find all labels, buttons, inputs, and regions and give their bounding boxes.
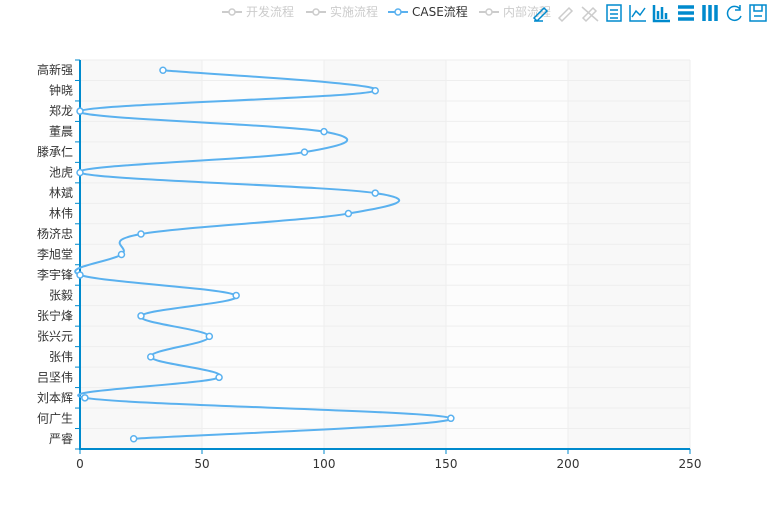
data-point[interactable]	[81, 394, 89, 402]
legend-label: CASE流程	[412, 4, 468, 19]
data-point[interactable]	[344, 209, 353, 218]
legend-label: 内部流程	[503, 4, 551, 19]
x-tick-label: 150	[435, 457, 458, 471]
legend-point-symbol	[394, 8, 402, 16]
split-area	[202, 60, 324, 449]
y-tick-label: 严睿	[49, 431, 73, 446]
y-tick-label: 杨济忠	[37, 226, 73, 241]
y-tick-label: 刘本辉	[37, 391, 73, 405]
legend-point-symbol	[312, 8, 320, 16]
y-tick-label: 李旭堂	[37, 247, 73, 262]
stack-icon-shape	[678, 5, 694, 21]
y-tick-label: 张伟	[49, 350, 73, 364]
y-tick-label: 李宇锋	[37, 267, 73, 282]
tiled-icon-shape	[702, 5, 718, 21]
y-tick-label: 林伟	[49, 207, 73, 221]
series-group	[74, 66, 455, 443]
data-point[interactable]	[76, 271, 84, 279]
data-point[interactable]	[320, 127, 328, 136]
data-point[interactable]	[215, 373, 223, 382]
mark-icon[interactable]	[532, 6, 549, 23]
tiled-icon[interactable]	[702, 5, 718, 21]
mark-clear-icon[interactable]	[581, 6, 599, 23]
y-tick-label: 董晨	[49, 125, 73, 139]
data-point[interactable]	[137, 230, 145, 238]
legend-label: 开发流程	[246, 4, 294, 19]
legend-item[interactable]: 开发流程	[222, 4, 294, 19]
legend-point-symbol	[228, 8, 236, 16]
save-image-icon-frame	[749, 4, 767, 22]
split-areas	[80, 60, 690, 449]
y-tick-label: 林斌	[49, 186, 73, 200]
data-view-icon-lines	[610, 9, 618, 19]
data-view-icon[interactable]	[606, 4, 622, 22]
data-point[interactable]	[129, 435, 138, 443]
save-image-icon[interactable]	[749, 4, 767, 22]
line-chart-icon-shape	[629, 5, 646, 22]
x-tick-label: 200	[557, 457, 580, 471]
data-point[interactable]	[371, 86, 379, 95]
data-point[interactable]	[205, 332, 214, 341]
series-line	[74, 69, 452, 440]
y-tick-label: 张兴元	[37, 329, 73, 343]
x-tick-label: 0	[76, 457, 84, 471]
y-tick-label: 吕坚伟	[37, 370, 73, 384]
data-point[interactable]	[117, 250, 126, 259]
y-tick-label: 滕承仁	[37, 144, 73, 159]
y-tick-label: 池虎	[49, 166, 73, 180]
save-image-icon-detail	[753, 5, 763, 17]
stack-icon[interactable]	[678, 5, 694, 21]
data-point[interactable]	[447, 414, 455, 423]
mark-undo-icon[interactable]	[557, 6, 574, 23]
data-point[interactable]	[137, 312, 145, 320]
y-tick-label: 高新强	[37, 62, 73, 77]
mark-clear-icon-shape	[581, 6, 599, 23]
data-point[interactable]	[232, 291, 240, 300]
split-area	[324, 60, 446, 449]
data-point[interactable]	[371, 189, 379, 197]
legend: 开发流程 实施流程 CASE流程 内部流程	[222, 4, 551, 19]
legend-point-symbol	[485, 8, 493, 16]
x-axis: 0 50 100 150 200 250	[76, 448, 702, 471]
data-view-icon-frame	[606, 4, 622, 22]
bar-chart-icon[interactable]	[652, 5, 670, 23]
y-tick-label: 张毅	[49, 287, 73, 302]
data-point[interactable]	[76, 107, 84, 115]
x-tick-label: 50	[194, 457, 209, 471]
data-point[interactable]	[300, 148, 309, 156]
y-tick-label: 郑龙	[49, 103, 73, 118]
data-point[interactable]	[159, 66, 167, 74]
mark-undo-icon-shape	[557, 6, 574, 23]
legend-label: 实施流程	[330, 4, 378, 19]
restore-icon-shape	[726, 5, 742, 22]
bar-chart-icon-shape	[652, 5, 670, 23]
y-tick-label: 钟晓	[49, 83, 73, 98]
split-area	[80, 60, 202, 449]
split-area	[446, 60, 568, 449]
mark-icon-shape	[532, 6, 549, 23]
legend-item[interactable]: 实施流程	[306, 4, 378, 19]
data-point[interactable]	[147, 353, 155, 361]
toolbox	[532, 4, 767, 23]
legend-item[interactable]: CASE流程	[388, 4, 468, 19]
split-area	[568, 60, 690, 449]
y-tick-label: 何广生	[37, 411, 73, 425]
data-point[interactable]	[76, 168, 84, 177]
x-tick-label: 100	[313, 457, 336, 471]
x-tick-label: 250	[679, 457, 702, 471]
line-chart-icon[interactable]	[629, 5, 646, 22]
y-tick-label: 张宁烽	[37, 308, 73, 323]
y-axis: 高新强钟晓郑龙董晨滕承仁池虎林斌林伟杨济忠李旭堂李宇锋张毅张宁烽张兴元张伟吕坚伟…	[37, 59, 81, 450]
restore-icon[interactable]	[726, 5, 742, 22]
legend-item[interactable]: 内部流程	[479, 4, 551, 19]
